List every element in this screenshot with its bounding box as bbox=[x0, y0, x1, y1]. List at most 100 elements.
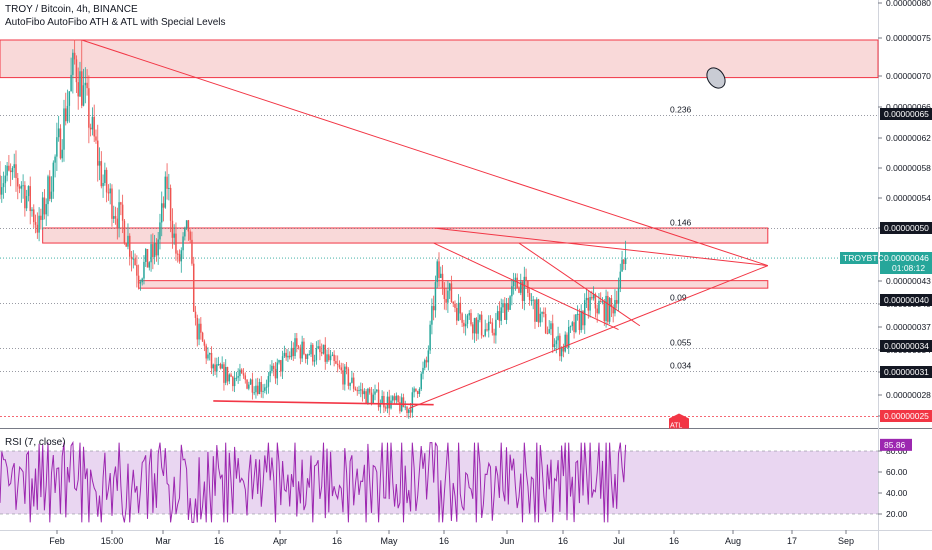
candle-body bbox=[219, 363, 222, 369]
symbol-tag-label: TROYBTC bbox=[843, 253, 884, 263]
candle-body bbox=[93, 116, 95, 137]
candle-body bbox=[368, 388, 371, 393]
candle-body bbox=[86, 82, 88, 89]
candle-body bbox=[223, 364, 225, 383]
resistance-zone-2 bbox=[42, 227, 769, 244]
candle-body bbox=[388, 396, 390, 409]
candle-body bbox=[228, 374, 231, 382]
candle-body bbox=[89, 127, 92, 130]
candle-body bbox=[88, 88, 90, 128]
candlestick-series bbox=[0, 39, 627, 419]
candle-body bbox=[416, 391, 419, 394]
price-highlight-bg bbox=[880, 410, 932, 422]
candle-body bbox=[557, 335, 559, 341]
fib-label-0.146: 0.146 bbox=[670, 218, 692, 228]
candle-body bbox=[312, 344, 314, 362]
price-highlight-bg bbox=[880, 222, 932, 234]
candle-body bbox=[461, 313, 463, 323]
trendline-wedge-2 bbox=[433, 242, 619, 330]
candle-body bbox=[377, 389, 380, 408]
candle-body bbox=[27, 186, 30, 197]
candle-body bbox=[598, 300, 600, 314]
candle-body bbox=[36, 224, 39, 233]
price-tick-label: 0.00000066 bbox=[886, 102, 931, 112]
candle-body bbox=[397, 395, 399, 403]
indicator-legend[interactable]: AutoFibo AutoFibo ATH & ATL with Special… bbox=[5, 17, 226, 28]
time-tick-label: 16 bbox=[332, 536, 342, 546]
candle-body bbox=[61, 149, 63, 159]
candle-body bbox=[175, 233, 177, 254]
candle-body bbox=[205, 345, 207, 359]
candle-body bbox=[152, 244, 154, 258]
candle-body bbox=[326, 354, 328, 362]
candle-body bbox=[173, 233, 175, 238]
candle-body bbox=[498, 311, 501, 321]
candle-body bbox=[134, 258, 136, 266]
candle-body bbox=[256, 385, 259, 394]
candle-body bbox=[456, 307, 458, 321]
candle-body bbox=[507, 303, 510, 310]
atl-marker-label: ATL bbox=[670, 423, 682, 430]
candle-body bbox=[559, 335, 561, 357]
candle-body bbox=[546, 333, 549, 335]
candle-body bbox=[406, 406, 408, 413]
time-tick-label: Feb bbox=[49, 536, 65, 546]
candle-body bbox=[544, 313, 547, 334]
candle-body bbox=[31, 209, 33, 212]
candle-body bbox=[182, 236, 184, 251]
candle-body bbox=[420, 373, 422, 390]
rsi-line bbox=[0, 440, 627, 523]
time-axis[interactable]: Feb 15:00 Mar 16 Apr 16 May 16 Jun 16 Jul 16 Aug 17 Se… bbox=[49, 530, 854, 546]
candle-body bbox=[155, 243, 158, 256]
candle-body bbox=[198, 323, 200, 340]
candle-body bbox=[575, 314, 577, 332]
candle-body bbox=[251, 379, 254, 393]
current-price-label: 0.00000046 bbox=[884, 253, 929, 263]
candle-body bbox=[560, 347, 563, 357]
candle-body bbox=[285, 352, 287, 358]
candle-body bbox=[150, 244, 152, 263]
atl-marker-icon bbox=[669, 413, 689, 429]
candle-body bbox=[425, 360, 428, 363]
candle-body bbox=[141, 278, 143, 283]
candle-body bbox=[59, 128, 62, 159]
price-axis[interactable]: 0.00000080 0.00000075 0.00000070 0.00000066… bbox=[840, 0, 932, 519]
candle-body bbox=[582, 311, 584, 326]
candle-body bbox=[441, 273, 444, 289]
candle-body bbox=[418, 389, 421, 394]
candle-body bbox=[109, 188, 111, 194]
fib-label-0.055: 0.055 bbox=[670, 338, 692, 348]
candle-body bbox=[120, 202, 122, 205]
price-highlight-label: 0.00000065 bbox=[884, 109, 929, 119]
candle-body bbox=[447, 290, 449, 303]
chart-title[interactable]: TROY / Bitcoin, 4h, BINANCE bbox=[5, 4, 138, 15]
candle-body bbox=[454, 303, 456, 308]
candle-body bbox=[144, 248, 147, 262]
candle-body bbox=[543, 311, 545, 314]
candle-body bbox=[345, 366, 348, 370]
candle-body bbox=[370, 392, 373, 404]
candle-body bbox=[448, 283, 451, 291]
candle-body bbox=[386, 396, 389, 409]
candle-body bbox=[612, 306, 614, 314]
candle-body bbox=[290, 347, 293, 358]
candle-body bbox=[344, 366, 346, 385]
candle-body bbox=[495, 319, 497, 336]
candle-body bbox=[40, 215, 42, 220]
price-highlight-label: 0.00000025 bbox=[884, 411, 929, 421]
candle-body bbox=[537, 299, 540, 323]
candle-body bbox=[491, 322, 494, 333]
candle-body bbox=[107, 192, 110, 194]
candle-body bbox=[399, 402, 401, 412]
candle-body bbox=[303, 341, 305, 355]
candle-body bbox=[29, 186, 31, 212]
candle-body bbox=[281, 356, 284, 372]
candle-body bbox=[203, 341, 206, 346]
candle-body bbox=[532, 299, 534, 301]
rsi-legend[interactable]: RSI (7, close) bbox=[5, 437, 66, 448]
candle-body bbox=[317, 346, 319, 349]
candle-body bbox=[319, 346, 321, 353]
candle-body bbox=[296, 338, 298, 347]
candle-body bbox=[201, 332, 204, 342]
